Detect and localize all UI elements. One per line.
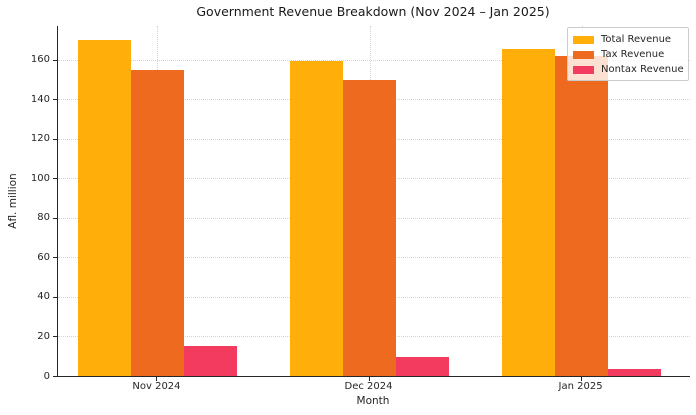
bar-jan-2025-nontax-revenue (607, 369, 661, 376)
y-tick-mark-160 (53, 59, 57, 61)
bar-nov-2024-total-revenue (78, 40, 132, 376)
y-tick-mark-20 (53, 336, 57, 338)
x-tick-mark-nov-2024 (156, 377, 158, 381)
bar-nov-2024-nontax-revenue (183, 345, 237, 376)
y-tick-label-0: 0 (43, 370, 50, 382)
y-tick-label-40: 40 (37, 291, 50, 303)
x-tick-mark-jan-2025 (580, 377, 582, 381)
plot-area (57, 26, 690, 377)
bar-jan-2025-total-revenue (502, 49, 556, 376)
x-axis-label: Month (356, 395, 390, 407)
legend-label-total-revenue: Total Revenue (601, 34, 672, 45)
y-tick-label-20: 20 (37, 330, 50, 342)
x-tick-label-dec-2024: Dec 2024 (344, 381, 393, 392)
y-tick-mark-60 (53, 257, 57, 259)
y-tick-mark-80 (53, 217, 57, 219)
y-tick-label-60: 60 (37, 251, 50, 263)
x-tick-mark-dec-2024 (368, 377, 370, 381)
bar-jan-2025-tax-revenue (555, 56, 608, 376)
legend-swatch-total-revenue (573, 35, 594, 44)
y-axis-label: Afl. million (7, 173, 19, 229)
x-tick-label-jan-2025: Jan 2025 (558, 381, 603, 392)
y-tick-label-120: 120 (30, 133, 50, 145)
bar-dec-2024-nontax-revenue (395, 357, 449, 376)
legend-swatch-nontax-revenue (573, 65, 594, 74)
y-tick-mark-100 (53, 178, 57, 180)
chart-title: Government Revenue Breakdown (Nov 2024 –… (196, 4, 550, 19)
bar-dec-2024-total-revenue (290, 60, 344, 376)
legend-item-tax-revenue: Tax Revenue (573, 47, 683, 62)
legend-label-tax-revenue: Tax Revenue (601, 49, 665, 60)
bar-dec-2024-tax-revenue (343, 79, 396, 376)
y-tick-mark-120 (53, 138, 57, 140)
y-tick-label-80: 80 (37, 212, 50, 224)
legend: Total Revenue Tax Revenue Nontax Revenue (567, 27, 689, 81)
gridline-y-160 (58, 59, 690, 61)
legend-swatch-tax-revenue (573, 50, 594, 59)
y-tick-mark-0 (53, 376, 57, 377)
legend-item-nontax-revenue: Nontax Revenue (573, 62, 684, 77)
y-tick-label-160: 160 (30, 54, 50, 66)
legend-label-nontax-revenue: Nontax Revenue (601, 64, 684, 75)
y-tick-label-140: 140 (30, 93, 50, 105)
bar-nov-2024-tax-revenue (131, 70, 184, 376)
y-tick-mark-140 (53, 99, 57, 101)
legend-item-total-revenue: Total Revenue (573, 32, 683, 47)
y-tick-label-100: 100 (30, 172, 50, 184)
x-tick-label-nov-2024: Nov 2024 (132, 381, 181, 392)
y-tick-mark-40 (53, 296, 57, 298)
